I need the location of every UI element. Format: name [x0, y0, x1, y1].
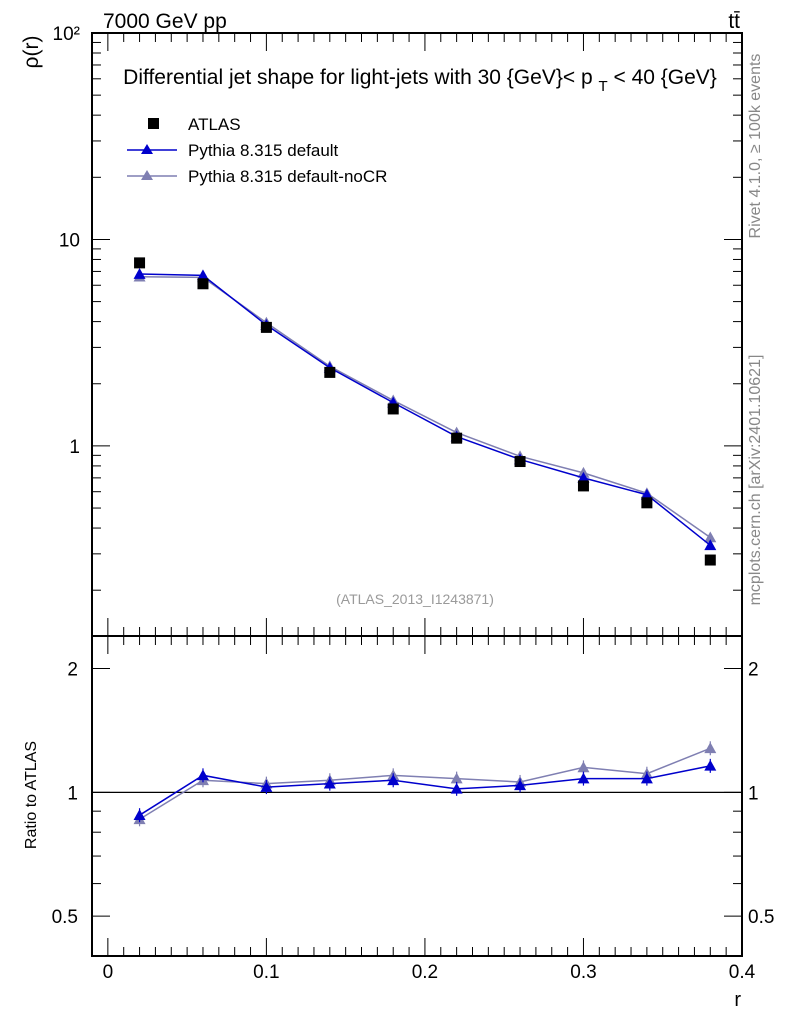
- analysis-label: (ATLAS_2013_I1243871): [336, 591, 494, 607]
- ratio-point-pythia-nocr: [577, 761, 590, 773]
- ratio-point-pythia-default: [450, 782, 463, 794]
- data-point-atlas: [641, 497, 653, 509]
- series-line-pythia-default: [139, 273, 711, 546]
- ratio-line-pythia-default: [139, 765, 711, 816]
- legend-pythia-nocr-label: Pythia 8.315 default-noCR: [188, 167, 387, 186]
- ratio-point-pythia-nocr: [704, 742, 717, 754]
- energy-label: 7000 GeV pp: [103, 10, 227, 33]
- y-axis-label: ρ(r): [20, 36, 43, 69]
- data-point-atlas: [324, 366, 336, 378]
- legend-pythia-default-label: Pythia 8.315 default: [188, 141, 339, 160]
- data-point-pythia-default: [640, 488, 653, 500]
- ratio-line-pythia-nocr: [139, 747, 711, 820]
- data-point-pythia-default: [133, 268, 146, 279]
- data-point-atlas: [704, 554, 716, 566]
- ratio-y-axis-label: Ratio to ATLAS: [23, 741, 40, 849]
- data-point-atlas: [451, 432, 463, 444]
- data-point-atlas: [197, 278, 209, 290]
- y-tick-label: 1: [69, 437, 80, 458]
- side-mcplots-label: mcplots.cern.ch [arXiv:2401.10621]: [747, 355, 764, 606]
- data-point-atlas: [514, 456, 526, 468]
- data-point-atlas: [577, 480, 589, 492]
- ratio-tick-label: 2: [67, 660, 78, 681]
- x-tick-label: 0.3: [570, 962, 596, 983]
- series-layer: [133, 257, 717, 566]
- data-point-atlas: [134, 257, 146, 269]
- ratio-tick-label: 0.5: [52, 907, 78, 928]
- ratio-point-pythia-default: [323, 777, 336, 789]
- legend-pythia-nocr-marker: [141, 170, 153, 180]
- x-tick-label: 0.1: [253, 962, 279, 983]
- x-tick-label: 0.2: [412, 962, 438, 983]
- ratio-point-pythia-default: [133, 809, 146, 820]
- plot-title: Differential jet shape for light-jets wi…: [123, 66, 717, 95]
- series-line-pythia-nocr: [139, 275, 711, 539]
- ratio-tick-label: 1: [67, 783, 78, 804]
- x-tick-label: 0: [103, 962, 114, 983]
- ratio-point-pythia-default: [640, 772, 653, 784]
- ratio-point-pythia-default: [260, 781, 273, 792]
- data-point-pythia-default: [704, 539, 717, 551]
- ratio-tick-label-right: 2: [748, 660, 759, 681]
- ratio-point-pythia-default: [704, 759, 717, 771]
- ratio-point-pythia-nocr: [450, 772, 463, 784]
- legend-atlas-label: ATLAS: [188, 115, 241, 134]
- ratio-plot-frame: [91, 635, 743, 957]
- ratio-axis-ticks: 0.5 0.5 1 1 2 2: [52, 660, 774, 957]
- data-point-atlas: [260, 321, 272, 333]
- ratio-point-pythia-default: [387, 774, 400, 786]
- legend-atlas-marker: [148, 118, 159, 129]
- legend: ATLAS Pythia 8.315 default Pythia 8.315 …: [127, 115, 387, 186]
- y-tick-label: 10²: [53, 24, 80, 45]
- data-point-pythia-default: [196, 269, 209, 281]
- process-label: tt̄: [728, 10, 740, 33]
- data-point-atlas: [387, 403, 399, 415]
- ratio-series-layer: [133, 741, 717, 827]
- data-point-pythia-nocr: [704, 531, 717, 543]
- main-axis-ticks: 1 10 10²: [53, 24, 742, 591]
- y-tick-label: 10: [59, 230, 80, 251]
- data-point-pythia-default: [577, 471, 590, 483]
- legend-pythia-default-marker: [141, 144, 153, 154]
- ratio-point-pythia-default: [196, 769, 209, 781]
- ratio-point-pythia-default: [514, 779, 527, 791]
- x-tick-label: 0.4: [729, 962, 756, 983]
- ratio-tick-label-right: 0.5: [748, 907, 774, 928]
- ratio-point-pythia-default: [577, 772, 590, 784]
- side-rivet-label: Rivet 4.1.0, ≥ 100k events: [747, 54, 764, 239]
- ratio-tick-label-right: 1: [748, 783, 759, 804]
- x-axis-label: r: [734, 989, 741, 1011]
- x-axis-ticks: 0 0.1 0.2 0.3 0.4: [91, 33, 756, 983]
